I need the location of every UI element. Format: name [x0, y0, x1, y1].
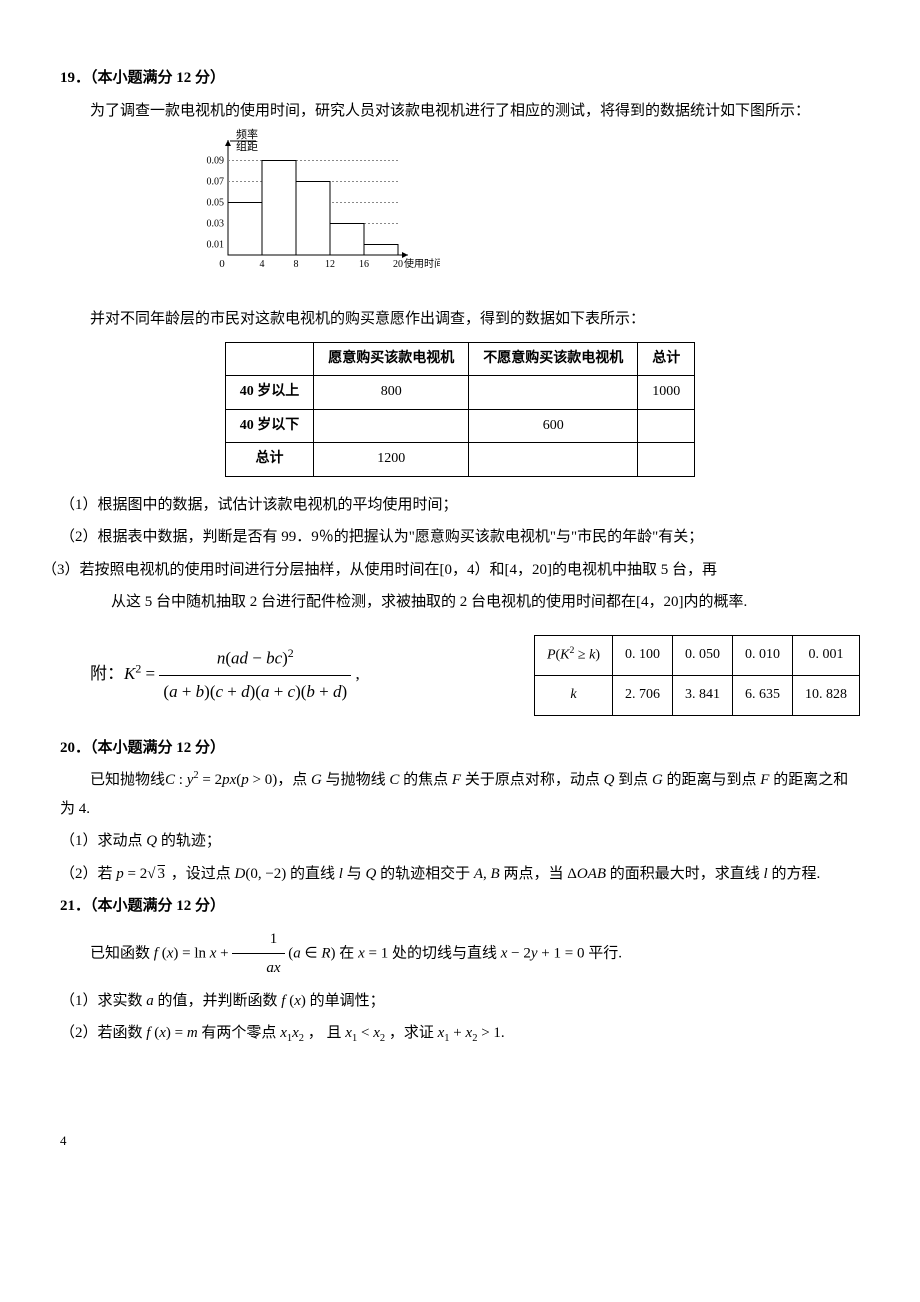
k2-formula: 附：K2 = n(ad − bc)2 (a + b)(c + d)(a + c)…	[90, 642, 360, 708]
survey-col-header: 不愿意购买该款电视机	[469, 342, 638, 376]
survey-col-header: 总计	[638, 342, 695, 376]
q20-part1: （1）求动点 Q 的轨迹；	[60, 827, 860, 856]
survey-cell	[638, 409, 695, 443]
k2-header-cell: 0. 050	[673, 635, 733, 675]
svg-text:0.01: 0.01	[207, 240, 225, 251]
svg-text:频率: 频率	[236, 127, 258, 141]
k2-header-cell: 0. 100	[613, 635, 673, 675]
survey-cell: 800	[314, 376, 469, 410]
survey-col-header	[225, 342, 314, 376]
q21-heading: 21．（本小题满分 12 分）	[60, 892, 860, 921]
k2-row-cell: 6. 635	[733, 676, 793, 716]
q20-heading: 20．（本小题满分 12 分）	[60, 734, 860, 763]
svg-text:组距: 组距	[236, 139, 258, 153]
k2-header-cell: 0. 001	[793, 635, 860, 675]
q21-part2: （2）若函数 f (x) = m 有两个零点 x1x2 ， 且 x1 < x2 …	[60, 1019, 860, 1049]
k2-row-cell: 10. 828	[793, 676, 860, 716]
page-number: 4	[60, 1129, 860, 1154]
survey-cell	[638, 443, 695, 477]
svg-text:0.03: 0.03	[207, 219, 225, 230]
q19-part3a: （3）若按照电视机的使用时间进行分层抽样，从使用时间在[0，4）和[4，20]的…	[42, 556, 860, 585]
svg-text:12: 12	[325, 259, 335, 270]
svg-text:20: 20	[393, 259, 403, 270]
q21-intro: 已知函数 f (x) = ln x + 1ax (a ∈ R) 在 x = 1 …	[60, 925, 860, 983]
survey-row-header: 40 岁以上	[225, 376, 314, 410]
survey-cell: 1200	[314, 443, 469, 477]
k2-row-cell: 3. 841	[673, 676, 733, 716]
q19-formula-row: 附：K2 = n(ad − bc)2 (a + b)(c + d)(a + c)…	[90, 635, 860, 716]
svg-text:0.09: 0.09	[207, 156, 225, 167]
svg-text:16: 16	[359, 259, 369, 270]
q19-histogram: 频率组距使用时间/年 0.01 0.03 0.05 0.07 0.09 4 8 12 16 20 0	[180, 125, 860, 285]
survey-row-header: 40 岁以下	[225, 409, 314, 443]
svg-text:使用时间/年: 使用时间/年	[404, 257, 440, 270]
q21-part1: （1）求实数 a 的值，并判断函数 f (x) 的单调性；	[60, 987, 860, 1016]
k2-header-cell: 0. 010	[733, 635, 793, 675]
q19-heading: 19．（本小题满分 12 分）	[60, 64, 860, 93]
q19-part3b: 从这 5 台中随机抽取 2 台进行配件检测，求被抽取的 2 台电视机的使用时间都…	[60, 588, 860, 617]
histogram-svg: 频率组距使用时间/年 0.01 0.03 0.05 0.07 0.09 4 8 12 16 20 0	[180, 125, 440, 285]
q19-intro: 为了调查一款电视机的使用时间，研究人员对该款电视机进行了相应的测试，将得到的数据…	[60, 97, 810, 126]
q19-part1: （1）根据图中的数据，试估计该款电视机的平均使用时间；	[60, 491, 860, 520]
k2-row-cell: 2. 706	[613, 676, 673, 716]
survey-cell	[469, 443, 638, 477]
survey-cell	[469, 376, 638, 410]
svg-text:0.05: 0.05	[207, 198, 225, 209]
k2-row-cell: k	[534, 676, 612, 716]
survey-cell: 1000	[638, 376, 695, 410]
q19-survey-intro: 并对不同年龄层的市民对这款电视机的购买意愿作出调查，得到的数据如下表所示：	[60, 305, 860, 334]
svg-text:0: 0	[219, 258, 225, 270]
svg-text:0.07: 0.07	[207, 177, 225, 188]
svg-text:4: 4	[260, 259, 265, 270]
survey-cell	[314, 409, 469, 443]
survey-col-header: 愿意购买该款电视机	[314, 342, 469, 376]
svg-text:8: 8	[294, 259, 299, 270]
k2-table: P(K2 ≥ k)0. 1000. 0500. 0100. 001 k2. 70…	[534, 635, 860, 716]
q20-intro: 已知抛物线C : y2 = 2px(p > 0)，点 G 与抛物线 C 的焦点 …	[60, 766, 860, 823]
survey-cell: 600	[469, 409, 638, 443]
survey-row-header: 总计	[225, 443, 314, 477]
k2-header-cell: P(K2 ≥ k)	[534, 635, 612, 675]
q20-part2: （2）若 p = 2√3 ，设过点 D(0, −2) 的直线 l 与 Q 的轨迹…	[60, 860, 860, 889]
q19-part2: （2）根据表中数据，判断是否有 99．9％的把握认为"愿意购买该款电视机"与"市…	[60, 523, 860, 552]
q19-survey-table: 愿意购买该款电视机不愿意购买该款电视机总计 40 岁以上800100040 岁以…	[225, 342, 696, 477]
